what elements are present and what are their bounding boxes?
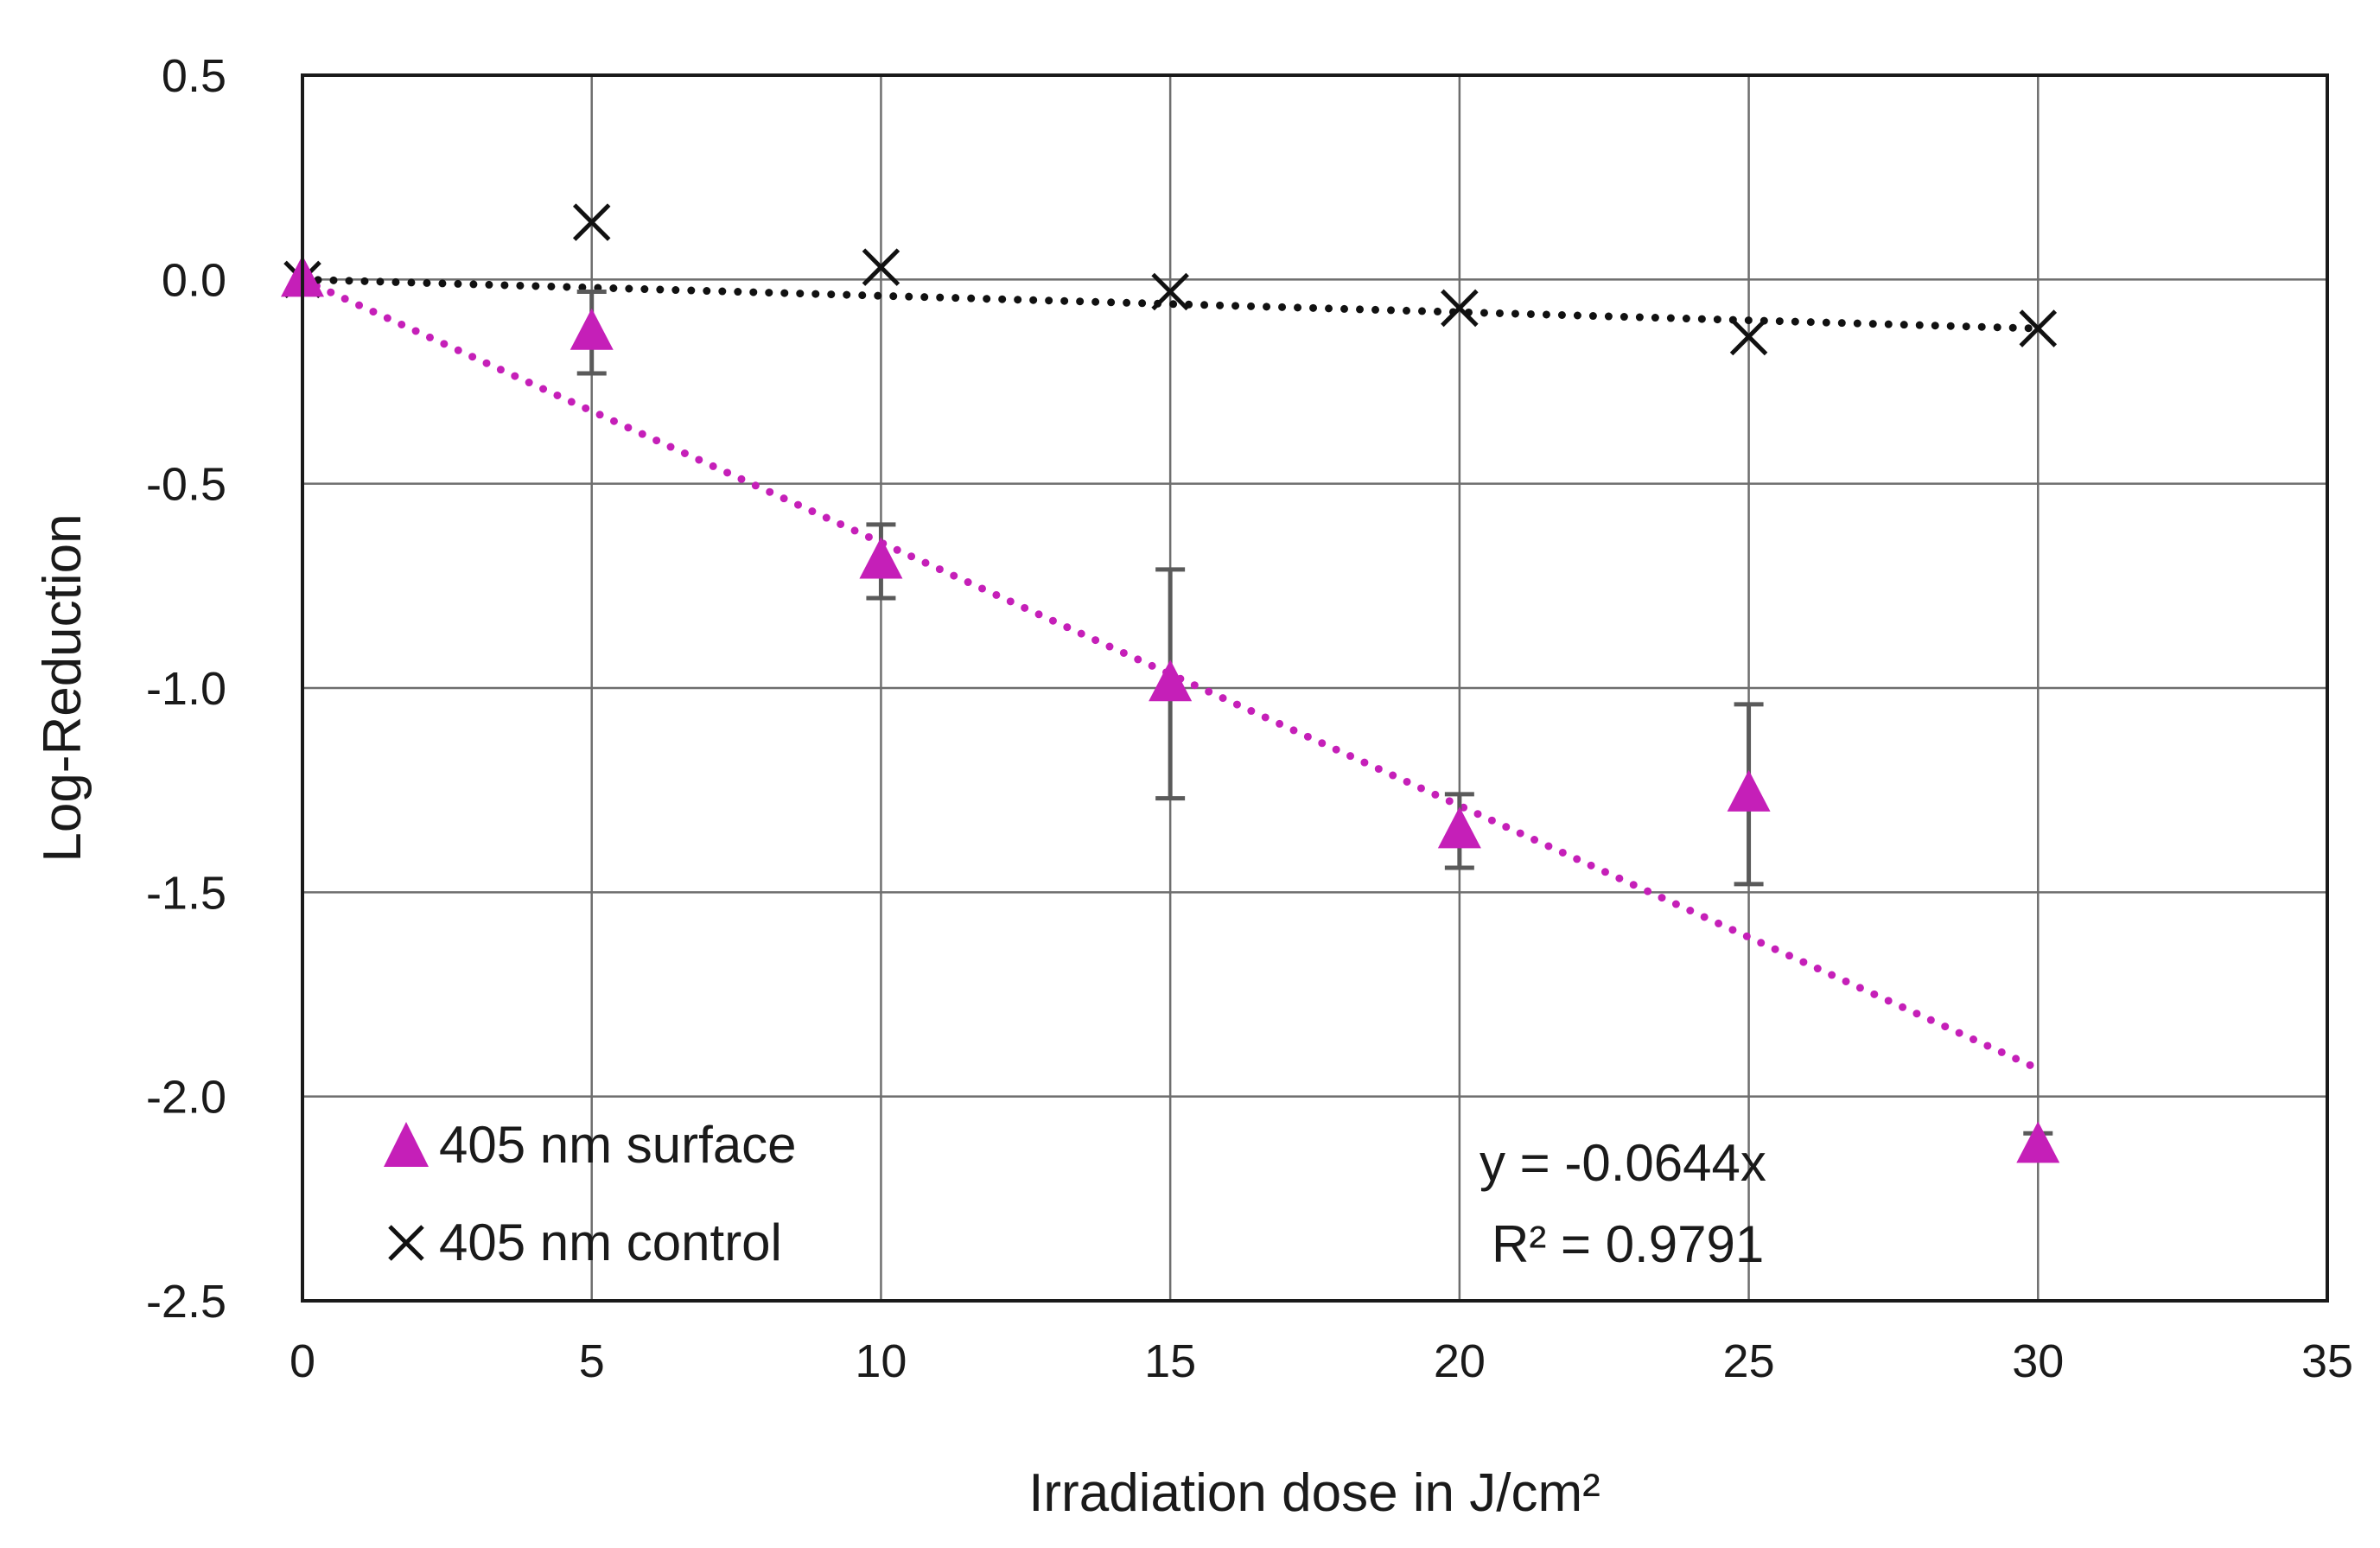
x-point bbox=[862, 248, 900, 286]
x-tick-label: 5 bbox=[579, 1335, 605, 1387]
legend-triangle-marker bbox=[384, 1122, 429, 1167]
x-point-stroke bbox=[1441, 289, 1479, 328]
trendline-surface bbox=[298, 275, 2042, 1073]
x-point-stroke bbox=[2019, 309, 2058, 347]
y-tick-label: 0.5 bbox=[162, 50, 226, 102]
y-tick-label: 0.0 bbox=[162, 254, 226, 306]
legend: 405 nm surface 405 nm control bbox=[384, 1116, 797, 1271]
x-tick-label: 20 bbox=[1434, 1335, 1486, 1387]
x-tick-label: 0 bbox=[290, 1335, 315, 1387]
legend-label-control: 405 nm control bbox=[439, 1214, 782, 1271]
x-tick-label: 30 bbox=[2012, 1335, 2064, 1387]
y-tick-label: -1.0 bbox=[146, 663, 226, 715]
y-tick-label: -2.5 bbox=[146, 1276, 226, 1328]
y-tick-label: -2.0 bbox=[146, 1072, 226, 1124]
trend-equation: y = -0.0644x bbox=[1480, 1134, 1766, 1192]
grid bbox=[301, 73, 2329, 1303]
x-tick-label: 15 bbox=[1144, 1335, 1196, 1387]
x-point bbox=[1441, 289, 1479, 328]
trendline-control bbox=[298, 275, 2042, 333]
tick-labels: 0 5 10 15 20 25 30 35 0.5 0.0 -0.5 -1.0 -1.5 -2.0 -2.5 bbox=[146, 50, 2353, 1387]
trend-r-squared: R² = 0.9791 bbox=[1492, 1215, 1764, 1273]
x-point-stroke bbox=[862, 248, 900, 286]
x-tick-label: 25 bbox=[1723, 1335, 1775, 1387]
y-tick-label: -0.5 bbox=[146, 459, 226, 511]
triangle-point bbox=[570, 308, 614, 350]
x-point bbox=[2019, 309, 2058, 347]
x-tick-label: 10 bbox=[855, 1335, 907, 1387]
x-point bbox=[1151, 272, 1189, 311]
x-point-stroke bbox=[1729, 317, 1768, 356]
x-tick-label: 35 bbox=[2301, 1335, 2353, 1387]
triangle-point bbox=[859, 537, 903, 579]
trendline-annotation: y = -0.0644x R² = 0.9791 bbox=[1480, 1134, 1766, 1273]
x-point-stroke bbox=[1151, 272, 1189, 311]
trendlines bbox=[298, 275, 2042, 1073]
y-tick-label: -1.5 bbox=[146, 867, 226, 919]
plot-area-frame bbox=[301, 73, 2329, 1303]
x-point bbox=[572, 203, 611, 241]
x-axis-title: Irradiation dose in J/cm² bbox=[1028, 1463, 1600, 1523]
triangle-point bbox=[2016, 1121, 2060, 1163]
data-points bbox=[281, 203, 2060, 1163]
triangle-point bbox=[1437, 806, 1481, 849]
x-point-stroke bbox=[572, 203, 611, 241]
error-bars bbox=[576, 290, 2053, 1161]
triangle-point bbox=[1149, 659, 1193, 702]
y-axis-title: Log-Reduction bbox=[33, 513, 92, 862]
legend-label-surface: 405 nm surface bbox=[439, 1116, 797, 1174]
triangle-point bbox=[1727, 769, 1771, 812]
legend-x-marker bbox=[388, 1225, 424, 1261]
x-point bbox=[1729, 317, 1768, 356]
